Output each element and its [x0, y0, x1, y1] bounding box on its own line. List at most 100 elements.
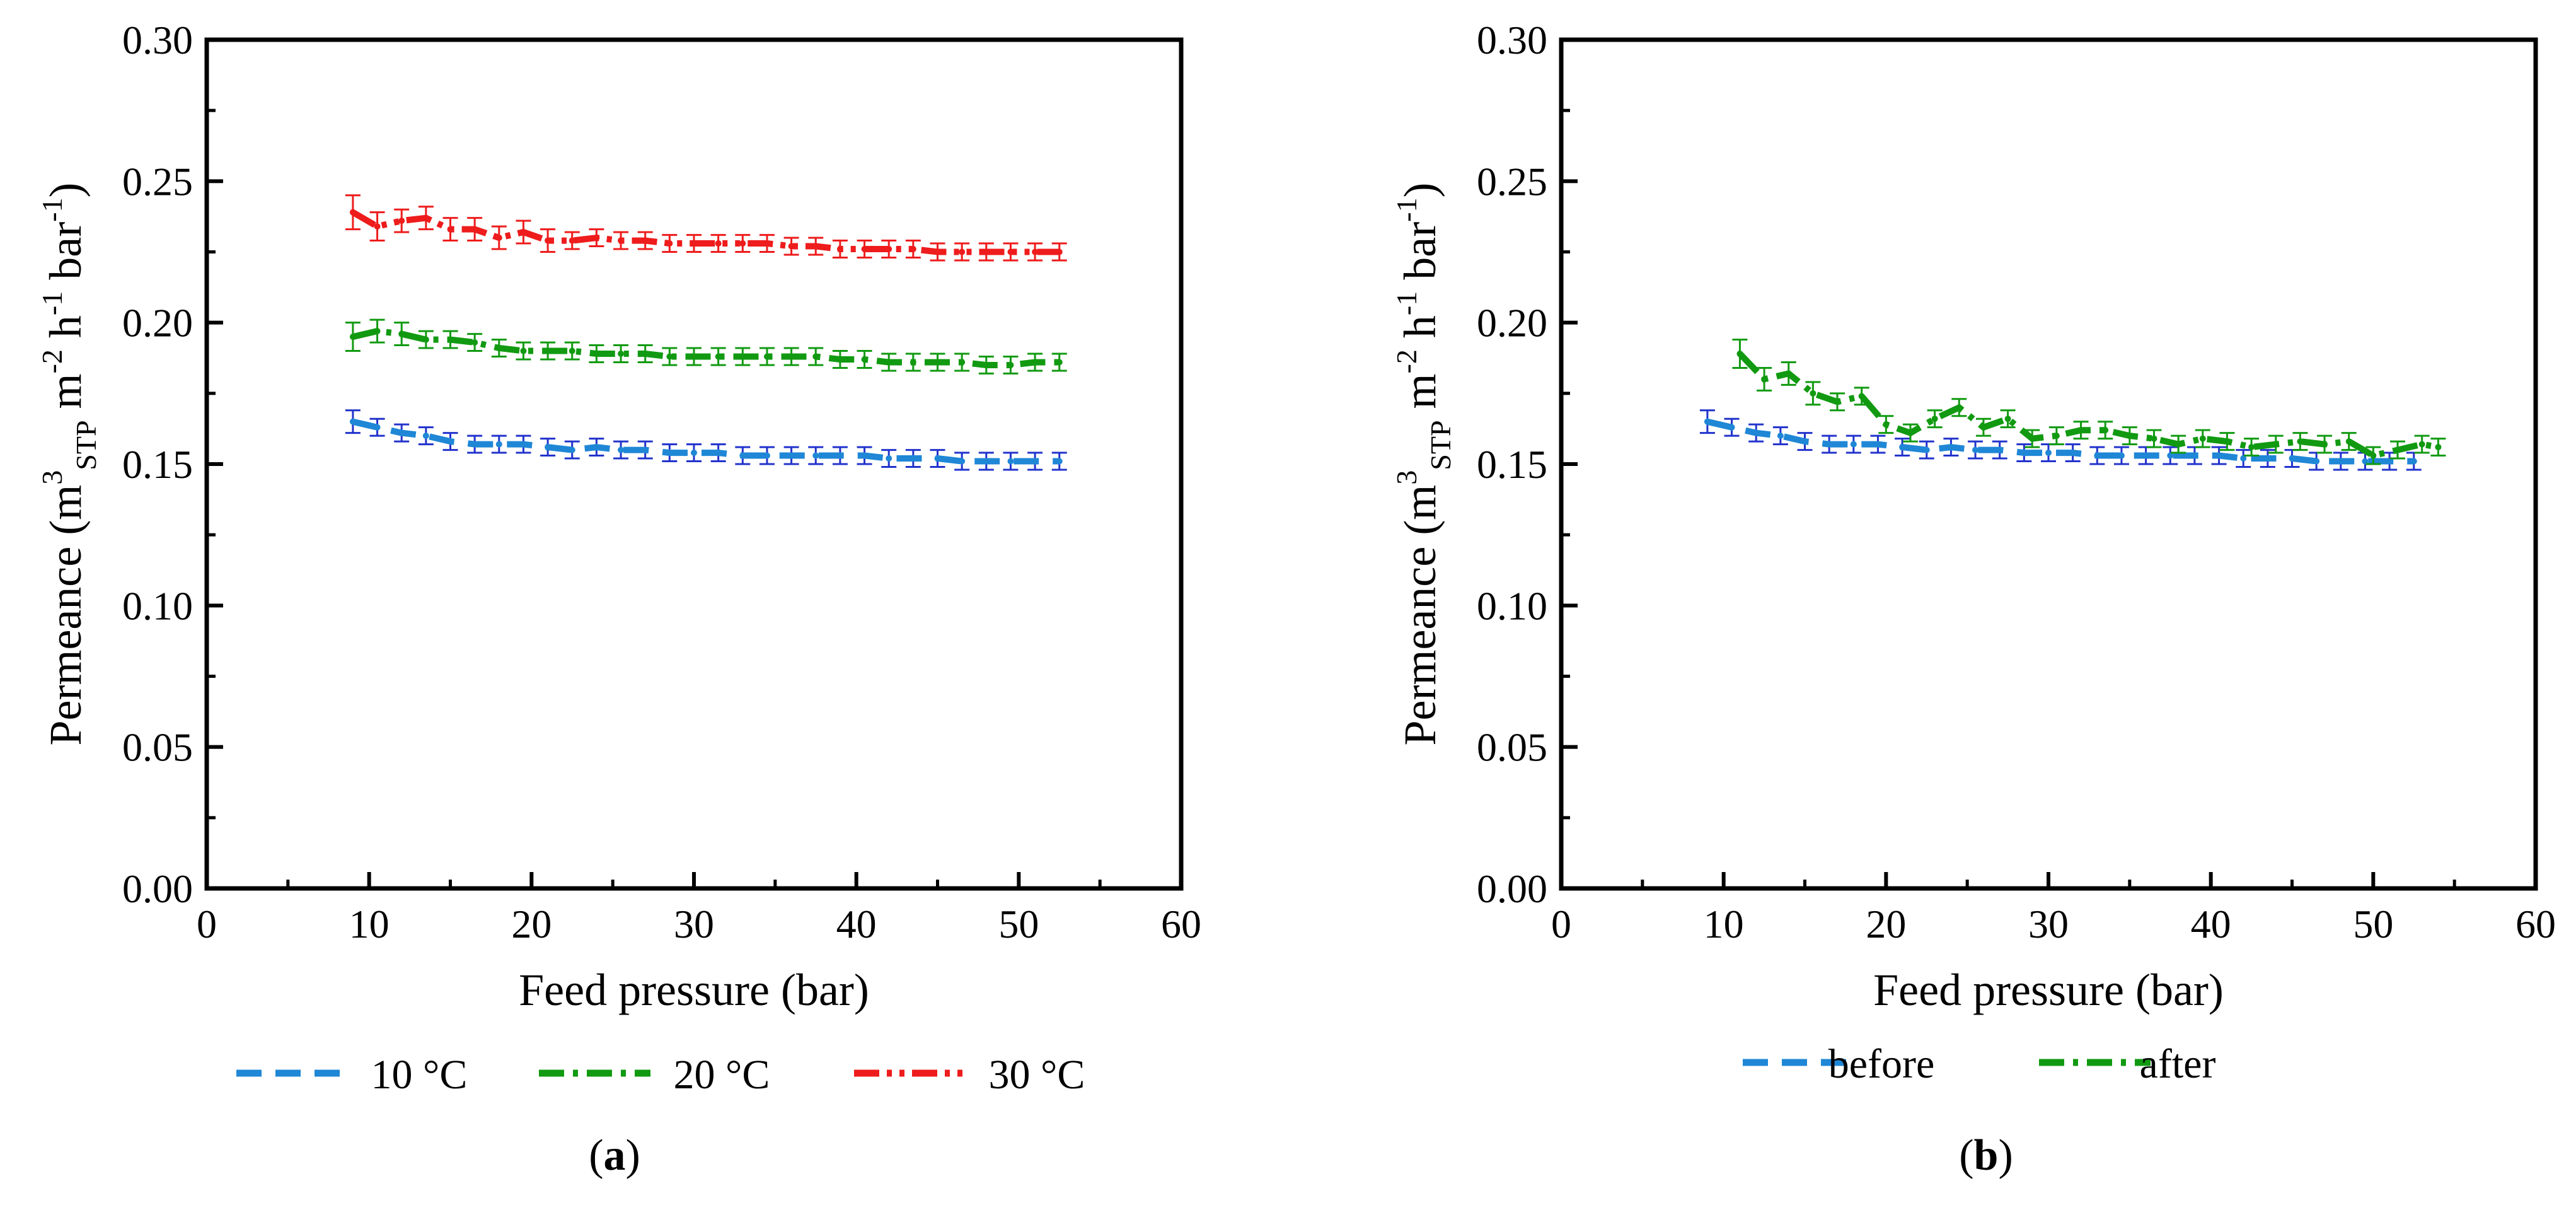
y-tick-label: 0.15 [1477, 442, 1547, 487]
series-2 [1732, 339, 2446, 465]
legend-item: after [2039, 1041, 2215, 1087]
panel-label-letter: b [1974, 1131, 1999, 1180]
data-point [398, 330, 405, 337]
data-point [569, 237, 575, 244]
data-point [2337, 458, 2344, 465]
data-point [349, 209, 356, 216]
data-point [836, 356, 843, 363]
y-axis-title-mid1: m [40, 373, 91, 420]
data-point [2167, 452, 2174, 459]
y-axis-title-pre: Permeance (m [40, 485, 91, 746]
data-point [886, 246, 892, 253]
series-1 [1699, 409, 2422, 471]
data-point [959, 458, 966, 465]
data-point [2191, 452, 2198, 459]
data-point [666, 450, 673, 457]
data-point [1923, 446, 1930, 453]
data-point [1728, 424, 1735, 431]
data-point [642, 237, 649, 244]
data-point [447, 226, 454, 233]
data-point [349, 334, 356, 340]
y-tick-label: 0.20 [122, 301, 193, 346]
data-point [1704, 418, 1711, 425]
data-point [349, 418, 356, 425]
data-point [2362, 458, 2369, 465]
data-point [520, 441, 527, 448]
data-point [545, 237, 552, 244]
data-point [861, 246, 868, 253]
data-point [569, 347, 575, 354]
data-point [934, 359, 941, 366]
data-point [2175, 441, 2182, 448]
x-tick-label: 50 [2353, 902, 2393, 946]
y-axis-title-mid3: bar [40, 222, 91, 291]
legend-item: 10 °C [236, 1052, 467, 1098]
panel-label-close: ) [626, 1131, 640, 1180]
data-point [471, 339, 478, 346]
data-point [2053, 433, 2060, 439]
y-tick-label: 0.05 [1477, 725, 1547, 770]
legend-label: after [2140, 1041, 2216, 1087]
data-point [642, 351, 649, 358]
x-tick-label: 30 [674, 902, 714, 946]
data-point [1007, 248, 1014, 255]
x-tick-label: 60 [1161, 902, 1201, 946]
data-point [2102, 427, 2109, 434]
data-point [910, 455, 916, 462]
x-tick-label: 50 [998, 902, 1039, 946]
y-axis-title-sub1: STP [1424, 420, 1457, 470]
data-point [1007, 458, 1014, 465]
series-line [1706, 418, 2414, 465]
panel-a: 0 10 20 30 40 50 60 0.00 0.05 0.10 0.15 0.20 0.25 0.3… [36, 18, 1201, 1180]
data-point [1948, 444, 1955, 451]
y-axis-title-sup3: -1 [1390, 291, 1423, 315]
data-point [471, 226, 478, 233]
x-tick-label: 0 [1551, 902, 1571, 946]
data-point [1032, 458, 1039, 465]
data-point [2435, 444, 2442, 451]
data-point [1883, 421, 1890, 428]
data-point [2021, 450, 2028, 457]
series-1 [345, 409, 1067, 471]
data-point [642, 446, 649, 453]
data-point [812, 243, 819, 250]
data-point [1007, 361, 1014, 368]
data-point [1056, 458, 1063, 465]
panel-label: (a) [589, 1131, 640, 1180]
data-point [910, 359, 916, 366]
data-point [2240, 455, 2247, 462]
y-tick-label: 0.00 [122, 866, 193, 911]
data-point [983, 361, 990, 368]
y-axis-title-sup2: -2 [1390, 349, 1423, 373]
data-point [545, 444, 552, 451]
data-point [959, 248, 966, 255]
y-tick-label: 0.30 [122, 18, 193, 62]
data-point [836, 452, 843, 459]
data-point [934, 455, 941, 462]
legend-item: 20 °C [539, 1052, 770, 1098]
data-point [1850, 441, 1857, 448]
data-point [2045, 450, 2052, 457]
data-point [2386, 458, 2393, 465]
data-point [2126, 433, 2133, 439]
data-point [861, 452, 868, 459]
data-point [812, 452, 819, 459]
data-point [2151, 435, 2157, 442]
y-axis-title: Permeance (m3STP m-2 h-1 bar-1) [36, 183, 102, 746]
data-point [2313, 458, 2320, 465]
data-point [374, 424, 381, 431]
series-line [351, 209, 1060, 255]
panel-label-open: ( [589, 1131, 603, 1180]
data-point [2345, 438, 2352, 445]
data-point [788, 243, 795, 250]
data-point [934, 248, 941, 255]
y-tick-label: 0.25 [122, 159, 193, 204]
x-tick-label: 30 [2028, 902, 2069, 946]
data-point [422, 336, 429, 343]
y-axis-title-mid3: bar [1395, 222, 1445, 291]
y-axis-title-pre: Permeance (m [1395, 485, 1445, 746]
legend-label: 30 °C [989, 1052, 1085, 1098]
series-line [1737, 351, 2439, 459]
y-axis-title-post: ) [1395, 183, 1445, 198]
data-point [836, 246, 843, 253]
